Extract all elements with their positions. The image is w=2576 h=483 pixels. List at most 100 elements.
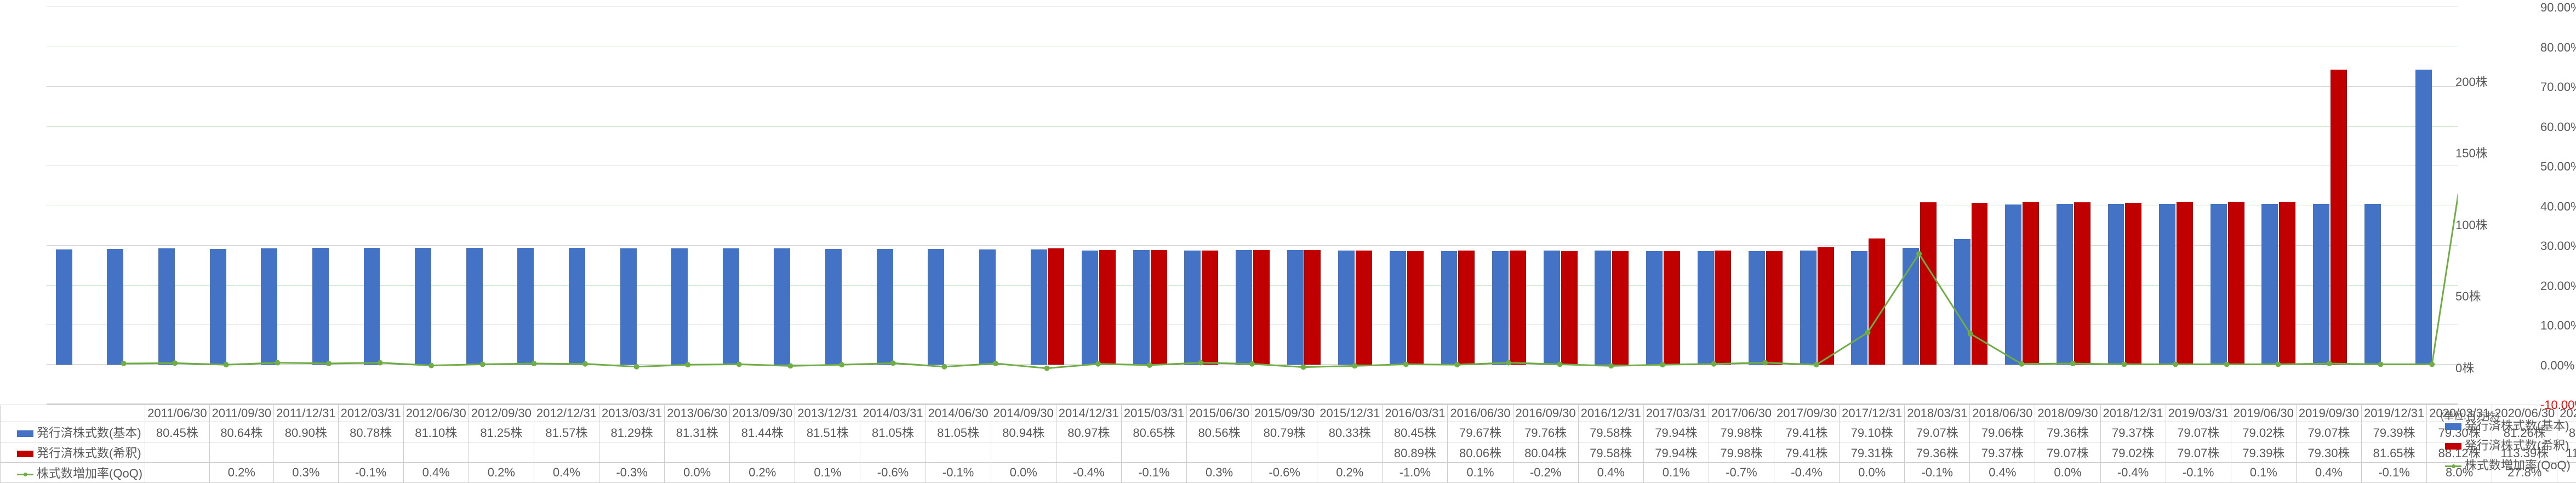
bar-basic	[774, 248, 790, 364]
cell	[534, 442, 599, 463]
cell: -0.1%	[338, 463, 403, 483]
cell: 79.06株	[1970, 422, 2035, 442]
col-header: 2014/03/31	[860, 405, 926, 422]
cell: 0.2%	[209, 463, 273, 483]
bar-basic	[2313, 204, 2329, 365]
cell: 79.94株	[1643, 422, 1709, 442]
cell: 80.78株	[338, 422, 403, 442]
bar-basic	[1851, 251, 1867, 365]
cell: 79.36株	[1905, 442, 1970, 463]
bar-diluted	[1869, 238, 1885, 365]
cell: 0.1%	[2231, 463, 2296, 483]
cell: -0.1%	[1121, 463, 1186, 483]
col-header: 2014/09/30	[991, 405, 1056, 422]
cell	[209, 442, 273, 463]
bar-basic	[2211, 204, 2227, 364]
cell: 79.07株	[1905, 422, 1970, 442]
bar-diluted	[1253, 250, 1270, 365]
bar-basic	[1287, 250, 1304, 365]
bar-basic	[1031, 249, 1047, 365]
bar-diluted	[1356, 251, 1372, 364]
cell: 81.31株	[665, 422, 730, 442]
chart-container: 0株50株100株150株200株 -10.00%0.00%10.00%20.0…	[0, 0, 2576, 470]
col-header: 2018/03/31	[1905, 405, 1970, 422]
col-header: 2019/06/30	[2231, 405, 2296, 422]
cell: 79.39株	[2231, 442, 2296, 463]
legend-growth: 株式数増加率(QoQ)	[2445, 456, 2571, 473]
cell: 0.0%	[1840, 463, 1905, 483]
bar-basic	[1749, 251, 1765, 364]
cell: 79.39株	[2361, 422, 2426, 442]
cell: 0.2%	[469, 463, 534, 483]
cell: 80.56株	[1187, 422, 1252, 442]
bar-basic	[1954, 239, 1970, 365]
bar-diluted	[1304, 250, 1321, 365]
cell: 79.02株	[2100, 442, 2166, 463]
legend-diluted: 発行済株式数(希釈)	[2445, 436, 2571, 453]
col-header: 2019/09/30	[2296, 405, 2361, 422]
cell: 80.89株	[1383, 442, 1448, 463]
cell: 79.98株	[1709, 422, 1774, 442]
cell	[1317, 442, 1383, 463]
bar-basic	[1595, 251, 1611, 364]
bar-diluted	[1510, 251, 1526, 364]
cell	[665, 442, 730, 463]
bar-diluted	[1920, 202, 1937, 365]
bar-basic	[56, 249, 72, 365]
bar-basic	[1236, 250, 1252, 365]
col-header: 2017/06/30	[1709, 405, 1774, 422]
bar-diluted	[1202, 251, 1218, 365]
bar-basic	[517, 248, 534, 365]
bar-diluted	[2279, 202, 2295, 365]
cell: -0.4%	[2100, 463, 2166, 483]
cell: 0.0%	[665, 463, 730, 483]
cell: 81.29株	[599, 422, 665, 442]
cell: 0.3%	[1187, 463, 1252, 483]
col-header: 2015/09/30	[1252, 405, 1317, 422]
col-header: 2013/03/31	[599, 405, 665, 422]
cell: 0.4%	[403, 463, 469, 483]
axis-percent: -10.00%0.00%10.00%20.00%30.00%40.00%50.0…	[2540, 7, 2571, 404]
cell	[795, 442, 860, 463]
bar-basic	[1184, 251, 1201, 365]
bar-diluted	[1664, 251, 1680, 364]
cell: 80.04株	[1513, 442, 1578, 463]
cell: -0.7%	[1709, 463, 1774, 483]
cell	[991, 442, 1056, 463]
col-header: 2012/03/31	[338, 405, 403, 422]
cell: 81.51株	[795, 422, 860, 442]
cell: 0.4%	[534, 463, 599, 483]
cell: 79.07株	[2166, 442, 2231, 463]
bar-diluted	[1818, 247, 1834, 364]
cell: 81.65株	[2361, 442, 2426, 463]
col-header: 2017/03/31	[1643, 405, 1709, 422]
bar-basic	[2108, 204, 2124, 364]
bar-basic	[1492, 251, 1509, 364]
cell: 80.06株	[1448, 442, 1513, 463]
cell: 79.37株	[1970, 442, 2035, 463]
bar-diluted	[1151, 250, 1167, 365]
bar-basic	[2415, 70, 2432, 365]
cell	[860, 442, 926, 463]
cell: -0.1%	[926, 463, 991, 483]
cell: 79.31株	[1840, 442, 1905, 463]
bar-diluted	[2074, 202, 2090, 365]
col-header: 2012/12/31	[534, 405, 599, 422]
right-legend: 発行済株式数(基本) 発行済株式数(希釈) 株式数増加率(QoQ)	[2445, 414, 2571, 475]
cell: 80.97株	[1056, 422, 1121, 442]
col-header: 2014/06/30	[926, 405, 991, 422]
cell: 0.0%	[2035, 463, 2100, 483]
bar-diluted	[1048, 248, 1064, 364]
bar-diluted	[1715, 251, 1731, 364]
cell	[1056, 442, 1121, 463]
bar-diluted	[1612, 251, 1629, 364]
cell: 79.07株	[2296, 422, 2361, 442]
cell: -0.4%	[1774, 463, 1839, 483]
cell: 0.1%	[1643, 463, 1709, 483]
bar-basic	[928, 249, 944, 365]
col-header: 2018/12/31	[2100, 405, 2166, 422]
bar-basic	[1441, 251, 1458, 364]
bar-basic	[1903, 248, 1919, 364]
cell: 81.05株	[926, 422, 991, 442]
col-header: 2016/09/30	[1513, 405, 1578, 422]
